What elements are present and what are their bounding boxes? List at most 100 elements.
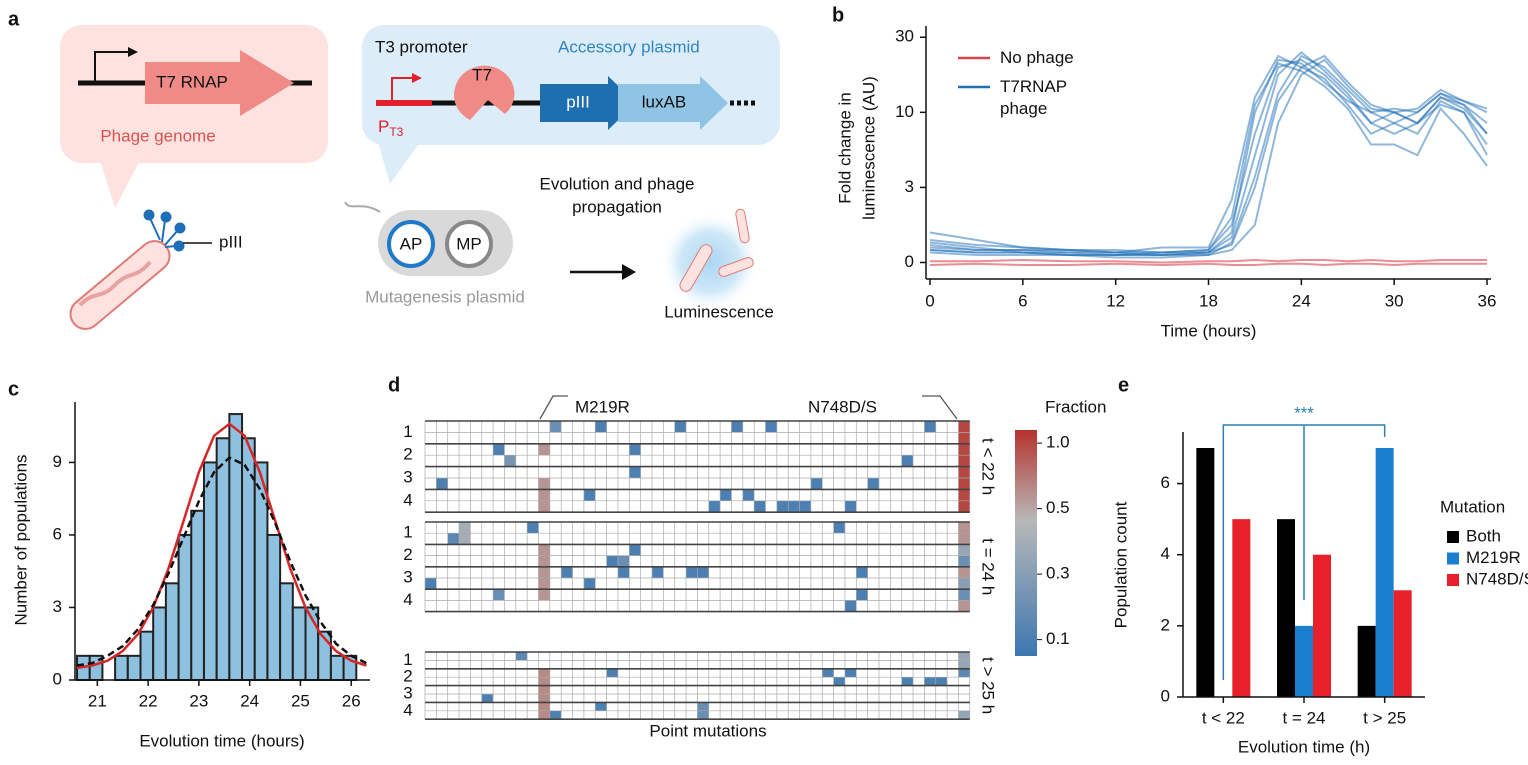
y-tick-label: 9 [53, 452, 62, 471]
heatmap-cell [958, 421, 970, 433]
heatmap-cell [595, 702, 607, 711]
x-tick-label: 25 [291, 691, 310, 710]
bar [266, 533, 282, 682]
bar [190, 509, 205, 682]
x-tick-label: 26 [342, 691, 361, 710]
colorbar-tick-label: 0.5 [1046, 498, 1070, 517]
piii-label: pIII [219, 232, 243, 251]
colorbar-tick-label: 0.3 [1046, 564, 1070, 583]
heatmap-cell [538, 589, 550, 601]
legend-label: T7RNAP phage [1000, 77, 1067, 118]
heatmap-cell [538, 478, 550, 490]
bar [1313, 554, 1331, 697]
heatmap-cell [731, 421, 743, 433]
fit-curve [76, 456, 367, 667]
mp-plasmid [445, 220, 493, 268]
heatmap-cell [481, 694, 494, 703]
x-tick-label: 6 [1018, 291, 1027, 310]
y-axis-label: Number of populations [11, 454, 30, 625]
heatmap-cell [629, 466, 641, 478]
heatmap-cell [538, 443, 550, 456]
gene-arrow [618, 76, 728, 130]
heatmap-cell [515, 652, 528, 661]
row-label: 4 [403, 590, 412, 609]
y-axis-label: Fold change in [835, 92, 854, 204]
phage-small [679, 244, 713, 292]
heatmap-cell [924, 677, 936, 686]
promoter-head [412, 73, 422, 83]
y-axis-label: Population count [1111, 501, 1130, 628]
heatmap-cell [833, 522, 845, 534]
pt3-sub: T3 [389, 125, 403, 139]
significance-bracket [1222, 424, 1386, 680]
heatmap-cell [799, 500, 811, 513]
bar [241, 437, 256, 681]
heatmap-cell [583, 578, 596, 590]
colorbar [1015, 430, 1037, 656]
x-tick-label: 18 [1199, 291, 1218, 310]
heatmap-cell [765, 421, 777, 433]
heatmap-cell [595, 421, 607, 433]
heatmap-cell [538, 544, 550, 556]
gene-label: T7 RNAP [156, 72, 228, 91]
heatmap-cell [958, 522, 970, 534]
legend-label: Both [1466, 526, 1501, 545]
heatmap-cell [958, 466, 970, 478]
colorbar-tick-label: 0.1 [1046, 629, 1070, 648]
bar [228, 413, 244, 681]
bar [1196, 448, 1215, 697]
bar [1277, 519, 1295, 697]
heatmap-cell [958, 660, 970, 669]
row-label: 1 [403, 523, 412, 542]
y-tick-label: 6 [1161, 473, 1170, 492]
group-label: t < 22 h [979, 438, 998, 495]
bar [152, 606, 167, 682]
heatmap-cell [459, 533, 471, 545]
heatmap-cell [822, 668, 834, 678]
bar [291, 606, 307, 682]
heatmap-cell [776, 500, 789, 513]
group-label: t > 25 h [979, 657, 998, 714]
phage-small [718, 257, 754, 277]
heatmap-cell [958, 500, 970, 513]
heatmap-cell [958, 710, 970, 720]
piii-proteins [143, 209, 186, 252]
bar [1357, 625, 1376, 697]
panel-label: b [832, 4, 844, 26]
colorbar-tick-label: 1.0 [1046, 433, 1070, 452]
heatmap-cell [708, 500, 721, 513]
y-axis-label: luminescence (AU) [859, 76, 878, 220]
heatmap-cell [901, 677, 914, 686]
heatmap-cell [504, 455, 516, 467]
pt3-label: PT3 [378, 117, 404, 139]
legend-label: M219R [1466, 548, 1521, 567]
heatmap-cell [833, 677, 845, 686]
gene-arrow [540, 76, 636, 130]
significance-label: *** [1294, 403, 1314, 422]
heatmap-cell [538, 685, 550, 694]
y-tick-label: 0 [1161, 686, 1170, 705]
legend-swatch [1447, 574, 1459, 586]
x-tick-label: t < 22 [1202, 708, 1245, 727]
heatmap-cell [958, 566, 970, 578]
x-axis-label: Point mutations [649, 721, 766, 740]
bar [1393, 590, 1412, 697]
heatmap-cell [459, 522, 471, 534]
evolution-label: Evolution and phage [539, 174, 694, 193]
heatmap-cell [538, 694, 550, 703]
heatmap-cell [538, 677, 550, 686]
legend-swatch [1447, 531, 1459, 543]
arrow-head [622, 264, 636, 280]
heatmap-cell [425, 578, 437, 590]
panel-label: a [8, 8, 20, 30]
x-tick-label: 12 [1106, 291, 1125, 310]
heatmap-cell [561, 566, 573, 578]
mp-caption: Mutagenesis plasmid [365, 287, 525, 306]
heatmap-cell [844, 668, 857, 678]
bar [114, 654, 129, 682]
mp-label: MP [456, 234, 482, 253]
heatmap-cell [844, 500, 857, 513]
row-label: 3 [403, 467, 412, 486]
heatmap-cell [538, 489, 550, 501]
panel-label: c [8, 378, 19, 400]
